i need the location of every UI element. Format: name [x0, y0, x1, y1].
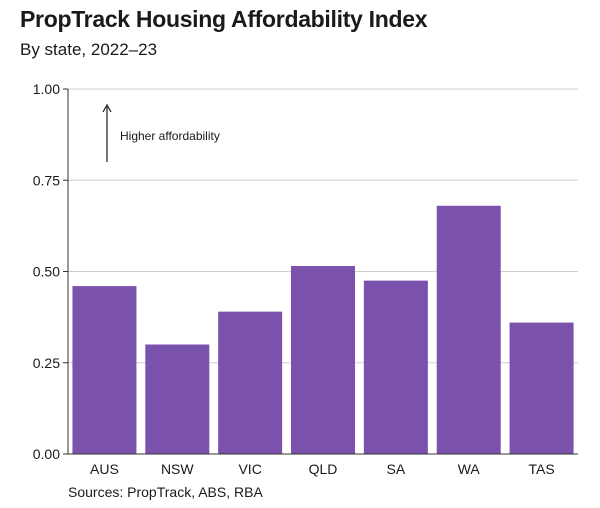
arrow-head-icon	[102, 103, 112, 113]
bars	[72, 205, 574, 454]
y-tick-label: 0.25	[33, 355, 60, 371]
annotation: Higher affordability	[102, 103, 220, 162]
x-tick-labels: AUS NSW VIC QLD SA WA TAS	[90, 461, 555, 477]
x-tick-label: VIC	[238, 461, 261, 477]
chart-title: PropTrack Housing Affordability Index	[20, 6, 428, 32]
y-tick-label: 0.00	[33, 446, 60, 462]
x-tick-label: AUS	[90, 461, 119, 477]
bar-tas	[509, 322, 574, 454]
bar-nsw	[145, 344, 210, 454]
y-tick-label: 0.50	[33, 264, 60, 280]
bar-vic	[218, 311, 283, 454]
bar-qld	[291, 266, 355, 454]
bar-wa	[436, 205, 501, 454]
x-tick-label: QLD	[309, 461, 338, 477]
source-note: Sources: PropTrack, ABS, RBA	[68, 484, 263, 500]
x-tick-label: NSW	[161, 461, 194, 477]
x-tick-label: TAS	[528, 461, 554, 477]
bar-aus	[72, 286, 137, 454]
y-tick-labels: 0.00 0.25 0.50 0.75 1.00	[33, 81, 60, 462]
bar-sa	[363, 280, 428, 454]
x-tick-label: SA	[387, 461, 406, 477]
annotation-label: Higher affordability	[120, 129, 220, 143]
y-tick-label: 1.00	[33, 81, 60, 97]
axes	[67, 89, 578, 455]
chart-subtitle: By state, 2022–23	[20, 40, 158, 59]
y-tick-label: 0.75	[33, 172, 60, 188]
x-tick-label: WA	[458, 461, 481, 477]
